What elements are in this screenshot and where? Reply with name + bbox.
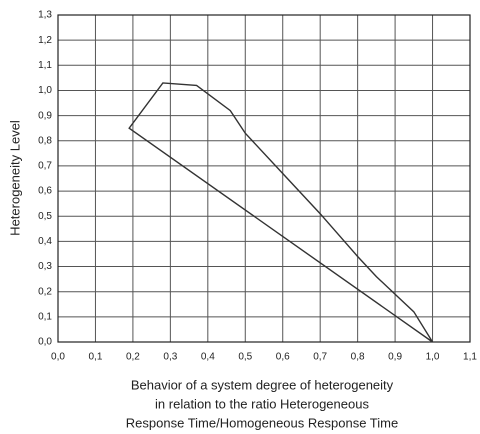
y-tick-label: 0,3 — [38, 261, 52, 272]
x-axis-label: in relation to the ratio Heterogeneous — [155, 396, 369, 411]
y-tick-label: 1,0 — [38, 85, 52, 96]
y-tick-label: 1,1 — [38, 60, 52, 71]
y-tick-label: 0,4 — [38, 236, 52, 247]
x-tick-label: 1,1 — [463, 352, 477, 363]
y-tick-label: 1,2 — [38, 35, 52, 46]
x-tick-label: 0,7 — [313, 352, 327, 363]
y-tick-label: 0,9 — [38, 110, 52, 121]
y-tick-label: 0,1 — [38, 311, 52, 322]
plot-frame — [57, 14, 471, 343]
y-tick-label: 0,7 — [38, 161, 52, 172]
y-axis-label: Heterogeneity Level — [7, 120, 22, 236]
x-tick-label: 1,0 — [426, 352, 440, 363]
x-axis-label: Response Time/Homogeneous Response Time — [126, 415, 398, 430]
x-tick-label: 0,3 — [163, 352, 177, 363]
x-tick-label: 0,4 — [201, 352, 215, 363]
data-line — [128, 82, 434, 343]
x-tick-label: 0,9 — [388, 352, 402, 363]
x-tick-label: 0,6 — [276, 352, 290, 363]
y-tick-label: 0,2 — [38, 286, 52, 297]
y-tick-label: 0,5 — [38, 211, 52, 222]
x-tick-label: 0,1 — [89, 352, 103, 363]
x-tick-label: 0,2 — [126, 352, 140, 363]
x-tick-label: 0,0 — [51, 352, 65, 363]
x-axis-label: Behavior of a system degree of heterogen… — [131, 377, 394, 392]
x-tick-label: 0,5 — [238, 352, 252, 363]
x-tick-label: 0,8 — [351, 352, 365, 363]
y-tick-label: 0,6 — [38, 186, 52, 197]
y-tick-label: 1,3 — [38, 10, 52, 21]
y-tick-label: 0,8 — [38, 135, 52, 146]
y-tick-label: 0,0 — [38, 337, 52, 348]
